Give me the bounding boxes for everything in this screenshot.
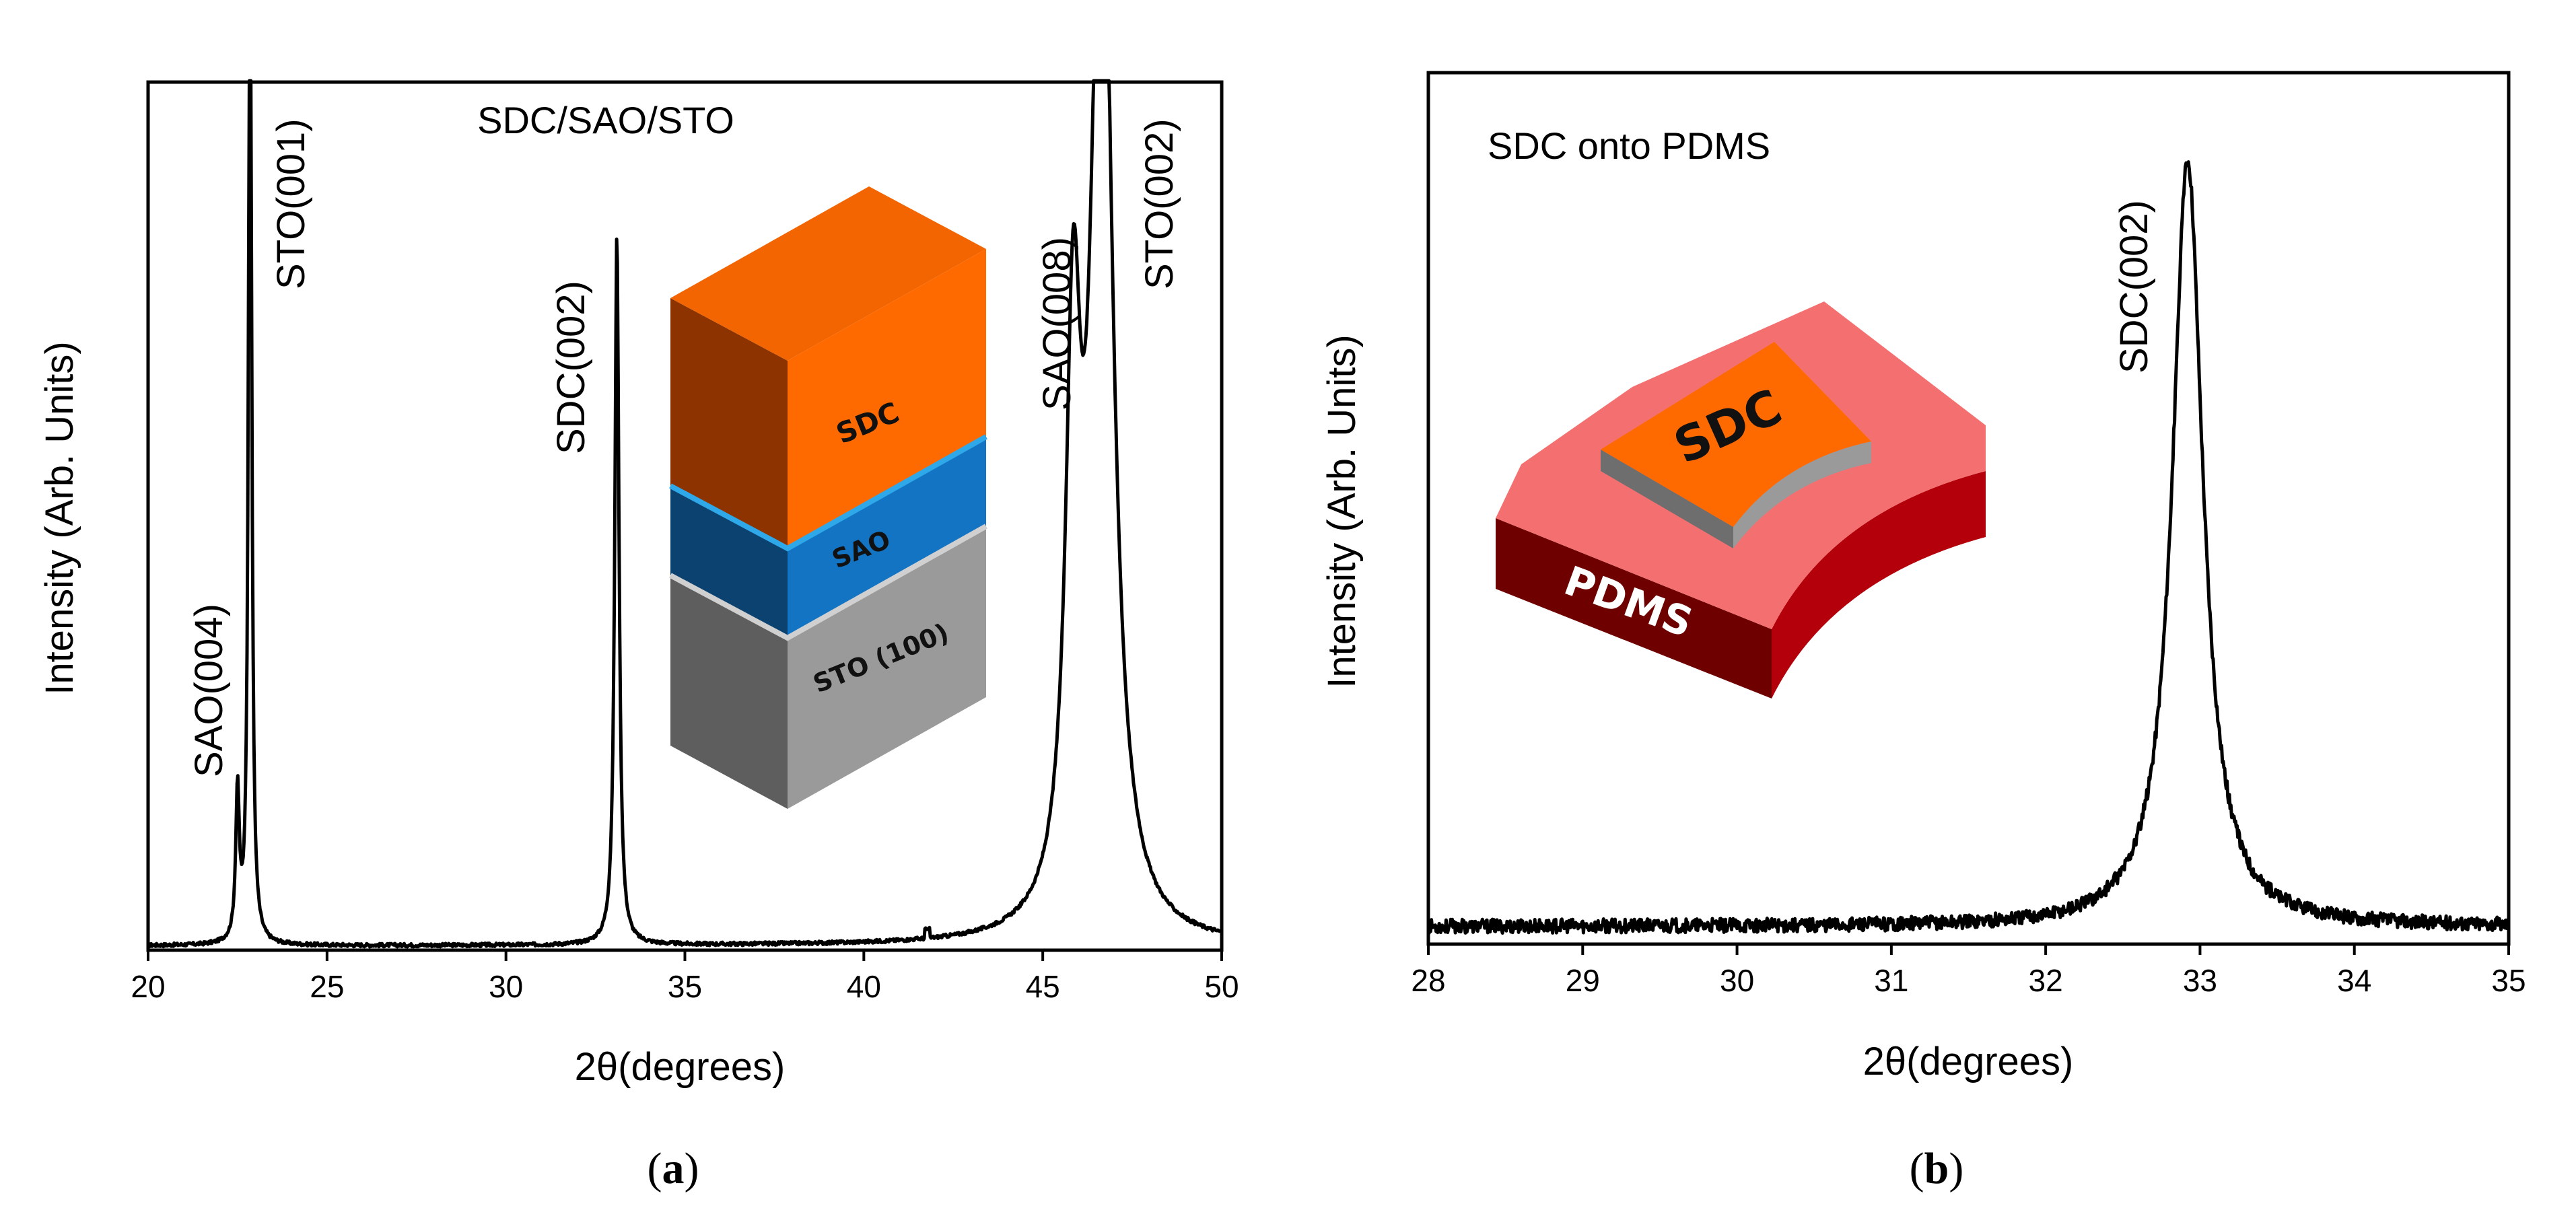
sdc-layer-top-face xyxy=(670,186,986,361)
x-tick-label: 34 xyxy=(2337,963,2371,998)
panel-b-y-axis-label: Intensity (Arb. Units) xyxy=(1320,334,1364,688)
x-tick-label: 33 xyxy=(2183,963,2217,998)
sao-layer-left-face xyxy=(670,486,788,638)
panel-b: 28 29 30 31 32 33 34 35 SDC onto PDMS 2θ(degree… xyxy=(1320,71,2526,1193)
x-tick-label: 29 xyxy=(1566,963,1600,998)
panel-b-title: SDC onto PDMS xyxy=(1488,124,1770,167)
sdc-film-top-face xyxy=(1601,342,1871,527)
peak-label-sto001: STO(001) xyxy=(269,118,313,289)
panel-a-tick-labels: 20 25 30 35 40 45 50 xyxy=(131,969,1239,1004)
panel-b-xrd-trace xyxy=(1426,160,2511,935)
panel-b-x-axis-label: 2θ(degrees) xyxy=(1863,1040,2074,1083)
peak-label-sao008: SAO(008) xyxy=(1035,237,1079,410)
peak-label-sdc002-a: SDC(002) xyxy=(549,281,593,454)
panel-a-caption-letter: a xyxy=(662,1144,685,1193)
panel-b-caption-letter: b xyxy=(1924,1144,1949,1193)
sdc-layer-left-face xyxy=(670,298,788,548)
panel-a-xrd-trace xyxy=(147,79,1224,949)
panel-a-y-axis-label: Intensity (Arb. Units) xyxy=(38,341,81,694)
sto-layer-front-face xyxy=(788,526,986,809)
panel-a-x-axis-label: 2θ(degrees) xyxy=(575,1045,786,1089)
panel-a: 20 25 30 35 40 45 50 SDC/SAO/STO 2θ(degrees) I… xyxy=(38,79,1239,1193)
panel-b-plot-frame xyxy=(1426,71,2511,946)
x-tick-label: 35 xyxy=(2491,963,2526,998)
sto-sao-interface xyxy=(669,524,987,641)
panel-a-caption: (a) xyxy=(648,1144,699,1193)
peak-label-sto002: STO(002) xyxy=(1138,118,1181,289)
x-tick-label: 35 xyxy=(668,969,702,1004)
sao-sdc-interface xyxy=(669,434,987,552)
pdms-front-face xyxy=(1496,518,1772,699)
x-tick-label: 25 xyxy=(310,969,344,1004)
x-tick-label: 50 xyxy=(1204,969,1239,1004)
sao-layer-front-face xyxy=(788,437,986,638)
peak-label-sao004: SAO(004) xyxy=(187,604,231,777)
panel-a-x-ticks xyxy=(147,950,1223,961)
panel-a-title: SDC/SAO/STO xyxy=(477,99,734,141)
x-tick-label: 20 xyxy=(131,969,165,1004)
x-tick-label: 40 xyxy=(847,969,881,1004)
x-tick-label: 31 xyxy=(1874,963,1908,998)
sdc-film-front-edge xyxy=(1601,450,1733,548)
x-tick-label: 28 xyxy=(1411,963,1445,998)
x-tick-label: 30 xyxy=(1720,963,1754,998)
pdms-curved-side-face xyxy=(1772,471,1986,699)
x-tick-label: 32 xyxy=(2029,963,2063,998)
sdc-layer-front-face xyxy=(788,249,986,548)
x-tick-label: 45 xyxy=(1026,969,1060,1004)
panel-b-caption: (b) xyxy=(1910,1144,1964,1193)
panel-b-pdms-inset: SDC PDMS xyxy=(1496,301,1986,699)
sto-layer-left-face xyxy=(670,575,788,809)
x-tick-label: 30 xyxy=(489,969,523,1004)
panel-b-tick-labels: 28 29 30 31 32 33 34 35 xyxy=(1411,963,2526,998)
sdc-film-side-edge xyxy=(1733,441,1871,548)
panel-a-layer-stack-inset: SDC SAO STO (100) xyxy=(669,186,987,809)
peak-label-sdc002-b: SDC(002) xyxy=(2112,200,2156,373)
panel-b-x-ticks xyxy=(1427,944,2510,955)
